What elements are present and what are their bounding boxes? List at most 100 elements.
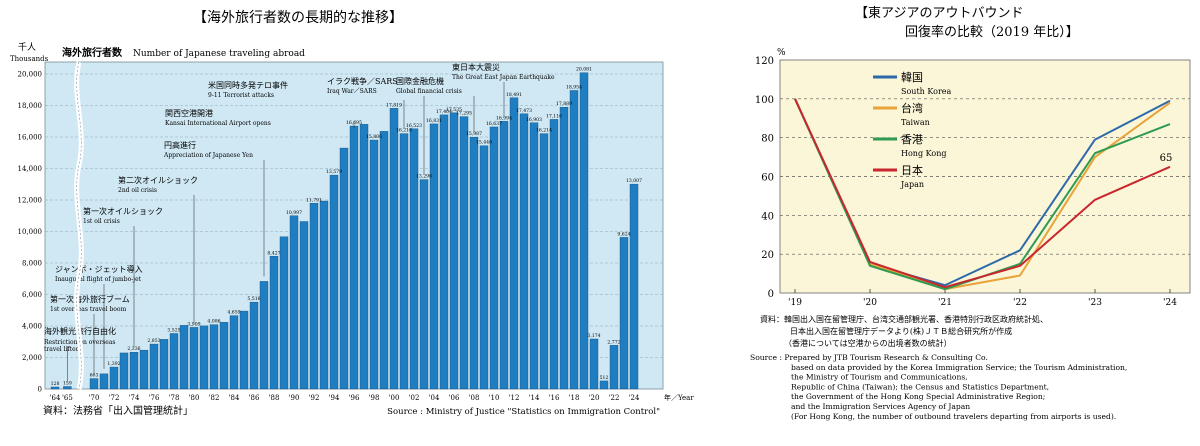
left-x-tick-label: '94: [329, 394, 340, 402]
left-source-ja: 資料：法務省「出入国管理統計」: [43, 404, 193, 417]
bar-value-label: 663: [90, 373, 99, 379]
event-annotation: 東日本大震災 The Great East Japan Earthquake: [452, 62, 555, 117]
axis-break-dashes: [76, 61, 82, 390]
bar-y75: [139, 349, 149, 390]
right-x-tick-label: '21: [938, 298, 952, 308]
bar-value-label: 8,427: [267, 250, 280, 256]
bar-value-label: 17,404: [436, 109, 452, 115]
left-x-tick-label: '10: [489, 394, 500, 402]
left-y-unit-ja: 千人: [18, 42, 36, 53]
bar-value-label: 15,987: [466, 131, 482, 137]
bar-value-label: 16,637: [486, 121, 502, 127]
bar-y15: [539, 133, 549, 390]
bar-value-label: 13,296: [416, 174, 432, 180]
bar-y91: [299, 221, 309, 390]
bar-value-label: 10,997: [286, 210, 302, 216]
left-x-tick-label: '64: [50, 394, 61, 402]
right-y-tick-label: 80: [761, 134, 774, 145]
right-legend: 韓国 South Korea 台湾 Taiwan 香港 Hong Kong 日本 Japan: [873, 71, 951, 189]
left-y-tick-label: 2,000: [22, 354, 42, 362]
annotation-label-en: Iraq War／SARS: [327, 88, 377, 95]
left-x-tick-label: '14: [529, 394, 540, 402]
right-title-line2: 回復率の比較（2019 年比）】: [905, 24, 1079, 40]
bar-y92: [309, 203, 319, 390]
bar-y73: [119, 352, 129, 390]
bar-value-label: 16,994: [496, 115, 512, 121]
left-source-en: Source : Ministry of Justice "Statistics…: [387, 407, 660, 417]
bar-y74: [129, 352, 139, 390]
bar-y00: [389, 108, 399, 390]
bar-y87: [259, 281, 269, 390]
bar-y85: [239, 310, 249, 390]
bar-y70: [89, 378, 99, 390]
bar-value-label: 17,889: [556, 101, 572, 107]
annotation-label-en: 1st oil crisis: [83, 218, 120, 225]
annotation-label-en: Appreciation of Japanese Yen: [163, 152, 253, 159]
annotation-label-en: 2nd oil crisis: [118, 187, 157, 194]
left-y-tick-label: 4,000: [22, 323, 42, 331]
bar-value-label: 17,819: [386, 102, 402, 108]
bar-value-label: 3,525: [167, 327, 180, 333]
bar-value-label: 18,491: [506, 92, 522, 98]
left-y-tick-label: 6,000: [22, 291, 42, 299]
left-x-tick-label: '08: [469, 394, 480, 402]
bar-value-label: 17,295: [456, 111, 472, 117]
left-x-tick-label: '24: [629, 394, 640, 402]
bar-y06: [449, 112, 459, 390]
left-x-tick-label: '76: [149, 394, 160, 402]
left-x-tick-label: '78: [169, 394, 180, 402]
right-x-tick-label: '24: [1163, 298, 1177, 308]
left-x-tick-label: '70: [89, 394, 100, 402]
right-y-tick-label: 40: [761, 211, 774, 222]
left-x-tick-label: '22: [609, 394, 620, 402]
bar-y84: [229, 315, 239, 390]
bar-value-label: 16,216: [396, 128, 412, 134]
bar-value-label: 159: [63, 380, 72, 386]
bar-y72: [109, 366, 119, 390]
left-x-tick-label: '82: [209, 394, 220, 402]
left-chart-label-ja: 海外旅行者数: [62, 46, 123, 59]
right-x-axis: '19 '20 '21 '22 '23 '24: [788, 289, 1177, 308]
legend-label-en: Taiwan: [901, 118, 930, 127]
left-x-tick-label: '98: [369, 394, 380, 402]
bar-value-label: 15,806: [366, 134, 382, 140]
bar-y03: [419, 179, 429, 390]
annotation-label-ja: 第一次オイルショック: [83, 206, 163, 216]
bar-value-label: 1,392: [107, 361, 120, 367]
left-chart-label-en: Number of Japanese traveling abroad: [133, 49, 305, 59]
bar-y18: [569, 90, 579, 390]
source-note-en: based on data provided by the Korea Immi…: [791, 363, 1127, 372]
left-bars: [50, 72, 639, 390]
bar-y08: [469, 137, 479, 390]
bar-y21: [599, 380, 609, 390]
annotation-label-en: The Great East Japan Earthquake: [452, 74, 555, 81]
right-y-tick-label: 0: [768, 289, 774, 300]
bar-value-label: 5,516: [247, 296, 260, 302]
bar-y10: [489, 126, 499, 390]
left-x-tick-label: '74: [129, 394, 140, 402]
bar-y23: [619, 237, 629, 390]
left-x-tick-label: '04: [429, 394, 440, 402]
japan-end-label: 65: [1160, 153, 1173, 164]
bar-y99: [379, 131, 389, 390]
bar-y93: [319, 200, 329, 390]
left-y-axis: 0 2,000 4,000 6,000 8,000 10,000 12,000 14,000 1…: [18, 71, 43, 394]
event-annotation: 国際金融危機 Global financial crisis: [396, 76, 475, 133]
annotation-label-ja: 米国同時多発テロ事件: [208, 80, 288, 90]
left-x-tick-label: '65: [62, 394, 73, 402]
bar-y64: [50, 386, 60, 390]
left-x-tick-label: '88: [269, 394, 280, 402]
left-x-tick-label: '84: [229, 394, 240, 402]
left-x-tick-label: '96: [349, 394, 360, 402]
left-x-axis: '64'65 '70 '72 '74 '76 '78 '80 '82 '84 '86 '88 '90 '…: [50, 394, 640, 402]
bar-y94: [329, 174, 339, 390]
bar-value-label: 4,086: [207, 319, 220, 325]
left-x-tick-label: '90: [289, 394, 300, 402]
bar-y96: [349, 125, 359, 390]
source-note-en: the Government of the Hong Kong Special …: [791, 392, 1045, 401]
annotation-label-en-line2: travel lifted: [44, 346, 80, 353]
event-annotation: 円高進行 Appreciation of Japanese Yen: [163, 140, 265, 277]
source-note-ja: 資料：韓国出入国在留管理庁、台湾交通部観光署、香港特別行政区政府統計処、: [760, 314, 1048, 324]
left-y-tick-label: 16,000: [18, 134, 43, 142]
annotation-label-en: 1st overseas travel boom: [50, 306, 127, 313]
